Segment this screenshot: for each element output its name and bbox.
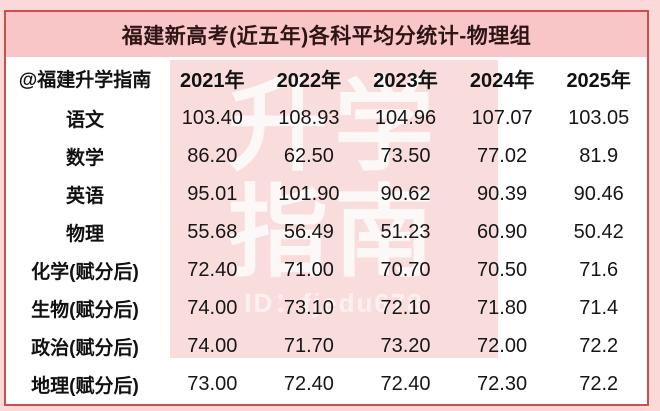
score-cell: 56.49 bbox=[283, 220, 334, 243]
score-cell: 71.70 bbox=[283, 334, 334, 357]
table-row: 化学(赋分后) 72.40 71.00 70.70 70.50 71.6 bbox=[6, 251, 647, 289]
score-cell: 55.68 bbox=[187, 220, 238, 243]
table-row: 数学 86.20 62.50 73.50 77.02 81.9 bbox=[6, 137, 647, 175]
year-header-2022: 2022年 bbox=[276, 69, 342, 92]
score-cell: 103.05 bbox=[568, 106, 630, 129]
table-row: 生物(赋分后) 74.00 73.10 72.10 71.80 71.4 bbox=[6, 289, 647, 327]
score-cell: 74.00 bbox=[187, 334, 238, 357]
score-cell: 60.90 bbox=[477, 220, 528, 243]
year-header-2024: 2024年 bbox=[469, 69, 535, 92]
score-cell: 73.20 bbox=[380, 334, 431, 357]
score-cell: 71.00 bbox=[283, 258, 334, 281]
score-cell: 70.70 bbox=[380, 258, 431, 281]
score-cell: 72.2 bbox=[579, 334, 619, 357]
score-cell: 51.23 bbox=[380, 220, 431, 243]
score-cell: 104.96 bbox=[374, 106, 437, 129]
header-row: @福建升学指南 2021年 2022年 2023年 2024年 2025年 bbox=[6, 57, 647, 99]
score-cell: 71.80 bbox=[477, 296, 528, 319]
table-row: 地理(赋分后) 73.00 72.40 72.40 72.30 72.2 bbox=[6, 365, 647, 403]
score-cell: 50.42 bbox=[573, 220, 624, 243]
score-table-wrap: @福建升学指南 2021年 2022年 2023年 2024年 2025年 语文… bbox=[6, 57, 647, 403]
source-account-label: @福建升学指南 bbox=[18, 69, 152, 91]
subject-label: 地理(赋分后) bbox=[31, 375, 139, 397]
subject-label: 物理 bbox=[65, 223, 104, 245]
score-cell: 72.40 bbox=[283, 372, 334, 395]
score-cell: 90.39 bbox=[477, 182, 528, 205]
score-cell: 62.50 bbox=[283, 144, 334, 167]
page-title: 福建新高考(近五年)各科平均分统计-物理组 bbox=[121, 24, 532, 48]
score-table-body: 语文 103.40 108.93 104.96 107.07 103.05 数学 86.20 6… bbox=[6, 99, 647, 403]
score-cell: 73.00 bbox=[187, 372, 238, 395]
score-cell: 72.10 bbox=[380, 296, 431, 319]
score-cell: 103.40 bbox=[181, 106, 243, 129]
score-table: @福建升学指南 2021年 2022年 2023年 2024年 2025年 语文… bbox=[6, 57, 647, 403]
score-cell: 86.20 bbox=[187, 144, 238, 167]
subject-label: 英语 bbox=[65, 185, 104, 207]
table-row: 英语 95.01 101.90 90.62 90.39 90.46 bbox=[6, 175, 647, 213]
table-row: 语文 103.40 108.93 104.96 107.07 103.05 bbox=[6, 99, 647, 137]
score-cell: 77.02 bbox=[477, 144, 528, 167]
score-cell: 73.50 bbox=[380, 144, 431, 167]
score-cell: 108.93 bbox=[278, 106, 340, 129]
table-row: 物理 55.68 56.49 51.23 60.90 50.42 bbox=[6, 213, 647, 251]
subject-label: 化学(赋分后) bbox=[31, 261, 139, 283]
score-cell: 74.00 bbox=[187, 296, 238, 319]
score-cell: 72.30 bbox=[477, 372, 528, 395]
year-header-2025: 2025年 bbox=[566, 69, 631, 92]
year-header-2023: 2023年 bbox=[373, 69, 438, 92]
score-cell: 90.62 bbox=[380, 182, 431, 205]
score-cell: 72.40 bbox=[380, 372, 431, 395]
score-cell: 71.4 bbox=[579, 296, 619, 319]
score-cell: 72.00 bbox=[477, 334, 528, 357]
subject-label: 政治(赋分后) bbox=[31, 337, 139, 359]
subject-label: 数学 bbox=[65, 147, 104, 169]
title-band: 福建新高考(近五年)各科平均分统计-物理组 bbox=[6, 12, 647, 57]
score-cell: 107.07 bbox=[471, 106, 533, 129]
score-table-card: 福建新高考(近五年)各科平均分统计-物理组 升学 指南 ID：fjedu678 … bbox=[4, 10, 649, 406]
score-cell: 72.40 bbox=[187, 258, 238, 281]
table-row: 政治(赋分后) 74.00 71.70 73.20 72.00 72.2 bbox=[6, 327, 647, 365]
score-cell: 73.10 bbox=[283, 296, 334, 319]
score-cell: 72.2 bbox=[579, 372, 619, 395]
score-cell: 71.6 bbox=[579, 258, 619, 281]
subject-label: 语文 bbox=[65, 109, 104, 131]
score-cell: 95.01 bbox=[187, 182, 238, 205]
score-cell: 81.9 bbox=[579, 144, 619, 167]
score-cell: 90.46 bbox=[573, 182, 624, 205]
year-header-2021: 2021年 bbox=[180, 69, 245, 92]
score-cell: 101.90 bbox=[278, 182, 340, 205]
subject-label: 生物(赋分后) bbox=[31, 299, 139, 321]
score-cell: 70.50 bbox=[477, 258, 528, 281]
